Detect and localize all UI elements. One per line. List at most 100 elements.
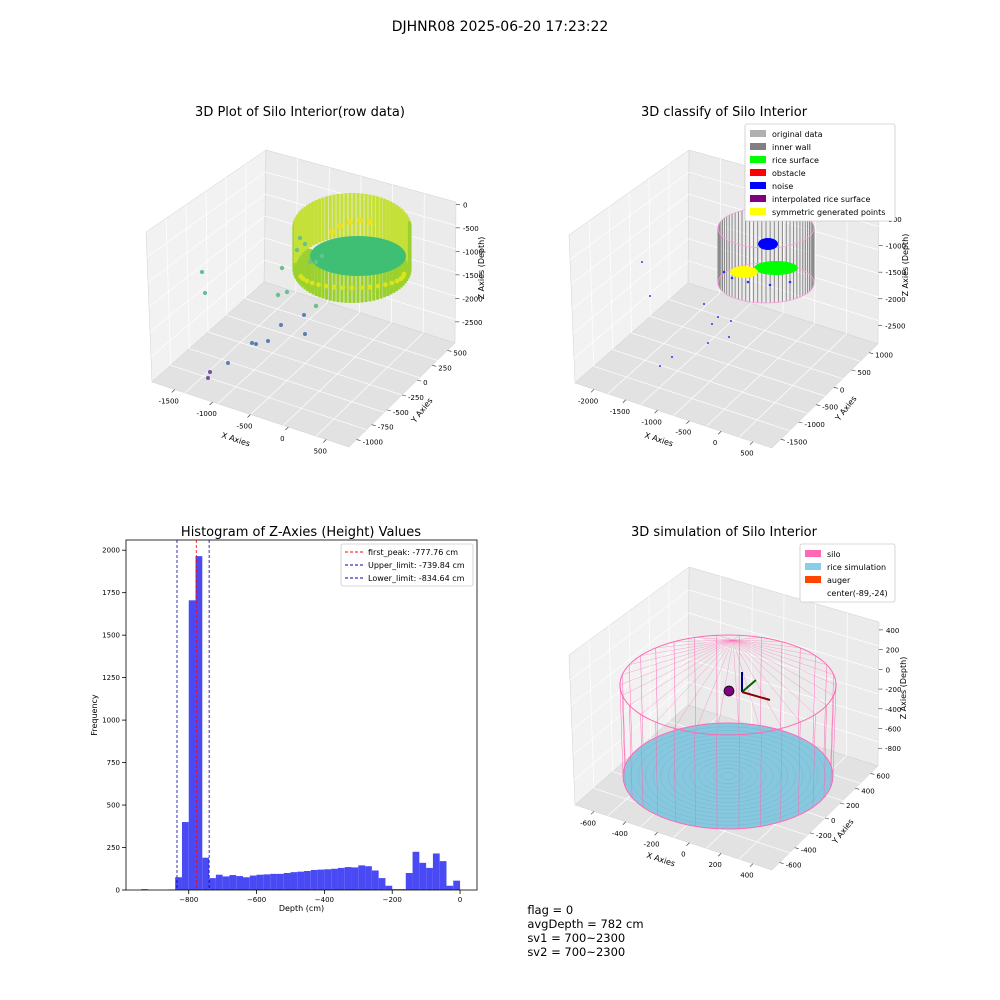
legend-label: rice simulation bbox=[827, 563, 886, 572]
noise-cluster bbox=[758, 238, 778, 250]
x-tick bbox=[590, 389, 595, 393]
silo-wire bbox=[629, 705, 633, 798]
panel-histogram: Histogram of Z-Axies (Height) Values −800… bbox=[90, 525, 478, 913]
histogram-bar bbox=[215, 874, 223, 890]
y-tick-label: -200 bbox=[816, 832, 832, 840]
raw-point bbox=[304, 278, 310, 284]
histogram-bar bbox=[385, 885, 393, 890]
noise-point bbox=[788, 280, 792, 284]
silo-roof-wire bbox=[732, 639, 837, 686]
noise-point bbox=[730, 320, 732, 322]
raw-point bbox=[316, 282, 321, 288]
legend-label: symmetric generated points bbox=[772, 208, 885, 217]
x-tick bbox=[209, 401, 213, 406]
legend-label: Lower_limit: -834.64 cm bbox=[368, 574, 465, 583]
y-tick-label: -400 bbox=[801, 847, 817, 855]
y-tick bbox=[840, 802, 845, 805]
raw-point bbox=[389, 280, 395, 286]
noise-point bbox=[711, 323, 713, 325]
y-tick bbox=[447, 350, 452, 352]
rice-grid-ring bbox=[690, 756, 766, 796]
histogram-bar bbox=[249, 875, 257, 890]
histogram-bar bbox=[310, 869, 318, 890]
x-tick-label: −200 bbox=[383, 896, 402, 904]
silo-wire bbox=[694, 732, 696, 827]
z-tick-label: -2500 bbox=[885, 322, 905, 330]
rice-grid-ring bbox=[675, 749, 781, 803]
silo-wire bbox=[823, 664, 827, 755]
histogram-bar bbox=[141, 889, 149, 890]
raw-point bbox=[349, 285, 355, 291]
x-tick bbox=[749, 441, 754, 445]
histogram-bar bbox=[331, 868, 338, 890]
raw-point bbox=[367, 219, 373, 225]
raw-point bbox=[284, 289, 290, 295]
rice-grid-ring bbox=[652, 737, 804, 815]
avg-depth-readout: avgDepth = 782 cm bbox=[527, 917, 644, 931]
silo-wire bbox=[823, 705, 827, 798]
silo-roof-wire bbox=[732, 639, 801, 723]
silo-wire bbox=[655, 722, 658, 816]
rice-surface-points bbox=[754, 261, 798, 275]
y-tick-label: 1000 bbox=[875, 352, 893, 360]
noise-point bbox=[671, 356, 673, 358]
raw-point bbox=[394, 278, 400, 284]
rice-grid-ring bbox=[712, 768, 744, 784]
histogram-bar bbox=[453, 880, 461, 890]
x-tick bbox=[323, 439, 327, 443]
rice-simulation-surface bbox=[622, 722, 834, 830]
rice-grid-ring bbox=[697, 760, 759, 792]
raw-point bbox=[266, 339, 270, 343]
silo-wire bbox=[640, 655, 644, 745]
silo-roof-wire bbox=[732, 639, 816, 656]
silo-roof-wire bbox=[629, 639, 734, 665]
y-tick-label: -1000 bbox=[805, 421, 825, 429]
x-tick bbox=[654, 832, 658, 836]
y-tick bbox=[779, 862, 784, 864]
noise-point bbox=[730, 276, 734, 280]
z-axis-label: Z Axies (Depth) bbox=[901, 234, 910, 297]
raw-point bbox=[208, 370, 212, 374]
raw-point bbox=[250, 341, 254, 345]
histogram-bar bbox=[195, 556, 203, 890]
histogram-bar bbox=[263, 874, 271, 890]
panel-title: 3D classify of Silo Interior bbox=[641, 105, 808, 120]
y-tick-label: 0 bbox=[840, 386, 844, 394]
y-tick bbox=[869, 352, 874, 354]
histogram-bar bbox=[337, 867, 345, 890]
silo-wire bbox=[798, 722, 801, 816]
panel-simulation-3d: -600-400-2000200400-600-400-200020040060… bbox=[568, 525, 908, 880]
histogram-bar bbox=[365, 866, 372, 890]
histogram-bar bbox=[446, 885, 454, 890]
silo-wire bbox=[629, 664, 633, 755]
z-tick-label: 0 bbox=[886, 666, 890, 674]
noise-point bbox=[746, 280, 750, 284]
raw-point bbox=[383, 282, 388, 288]
grid-line bbox=[569, 171, 690, 260]
center-marker bbox=[723, 685, 735, 697]
silo-wire bbox=[780, 641, 783, 731]
x-tick bbox=[590, 811, 595, 815]
z-tick-label: -2500 bbox=[462, 319, 482, 327]
raw-point bbox=[323, 283, 329, 289]
legend-classify bbox=[744, 123, 896, 222]
legend-swatch bbox=[750, 156, 766, 163]
histogram-bar bbox=[304, 870, 311, 890]
x-tick-label: 400 bbox=[740, 872, 753, 880]
histogram-bar bbox=[290, 872, 298, 890]
x-tick bbox=[247, 414, 251, 418]
raw-point bbox=[313, 303, 319, 309]
x-tick-label: 200 bbox=[708, 861, 721, 869]
x-tick bbox=[749, 863, 754, 867]
grid-line bbox=[569, 589, 690, 681]
histogram-bar bbox=[202, 857, 210, 890]
y-tick-label: 1750 bbox=[102, 589, 120, 597]
legend-swatch bbox=[805, 563, 821, 570]
x-tick bbox=[285, 426, 289, 431]
raw-point bbox=[331, 284, 337, 290]
silo-roof-wire bbox=[716, 639, 734, 735]
x-axis-label: X Axies bbox=[220, 431, 251, 449]
rice-grid-ring bbox=[645, 734, 811, 818]
histogram-bar bbox=[209, 878, 216, 890]
